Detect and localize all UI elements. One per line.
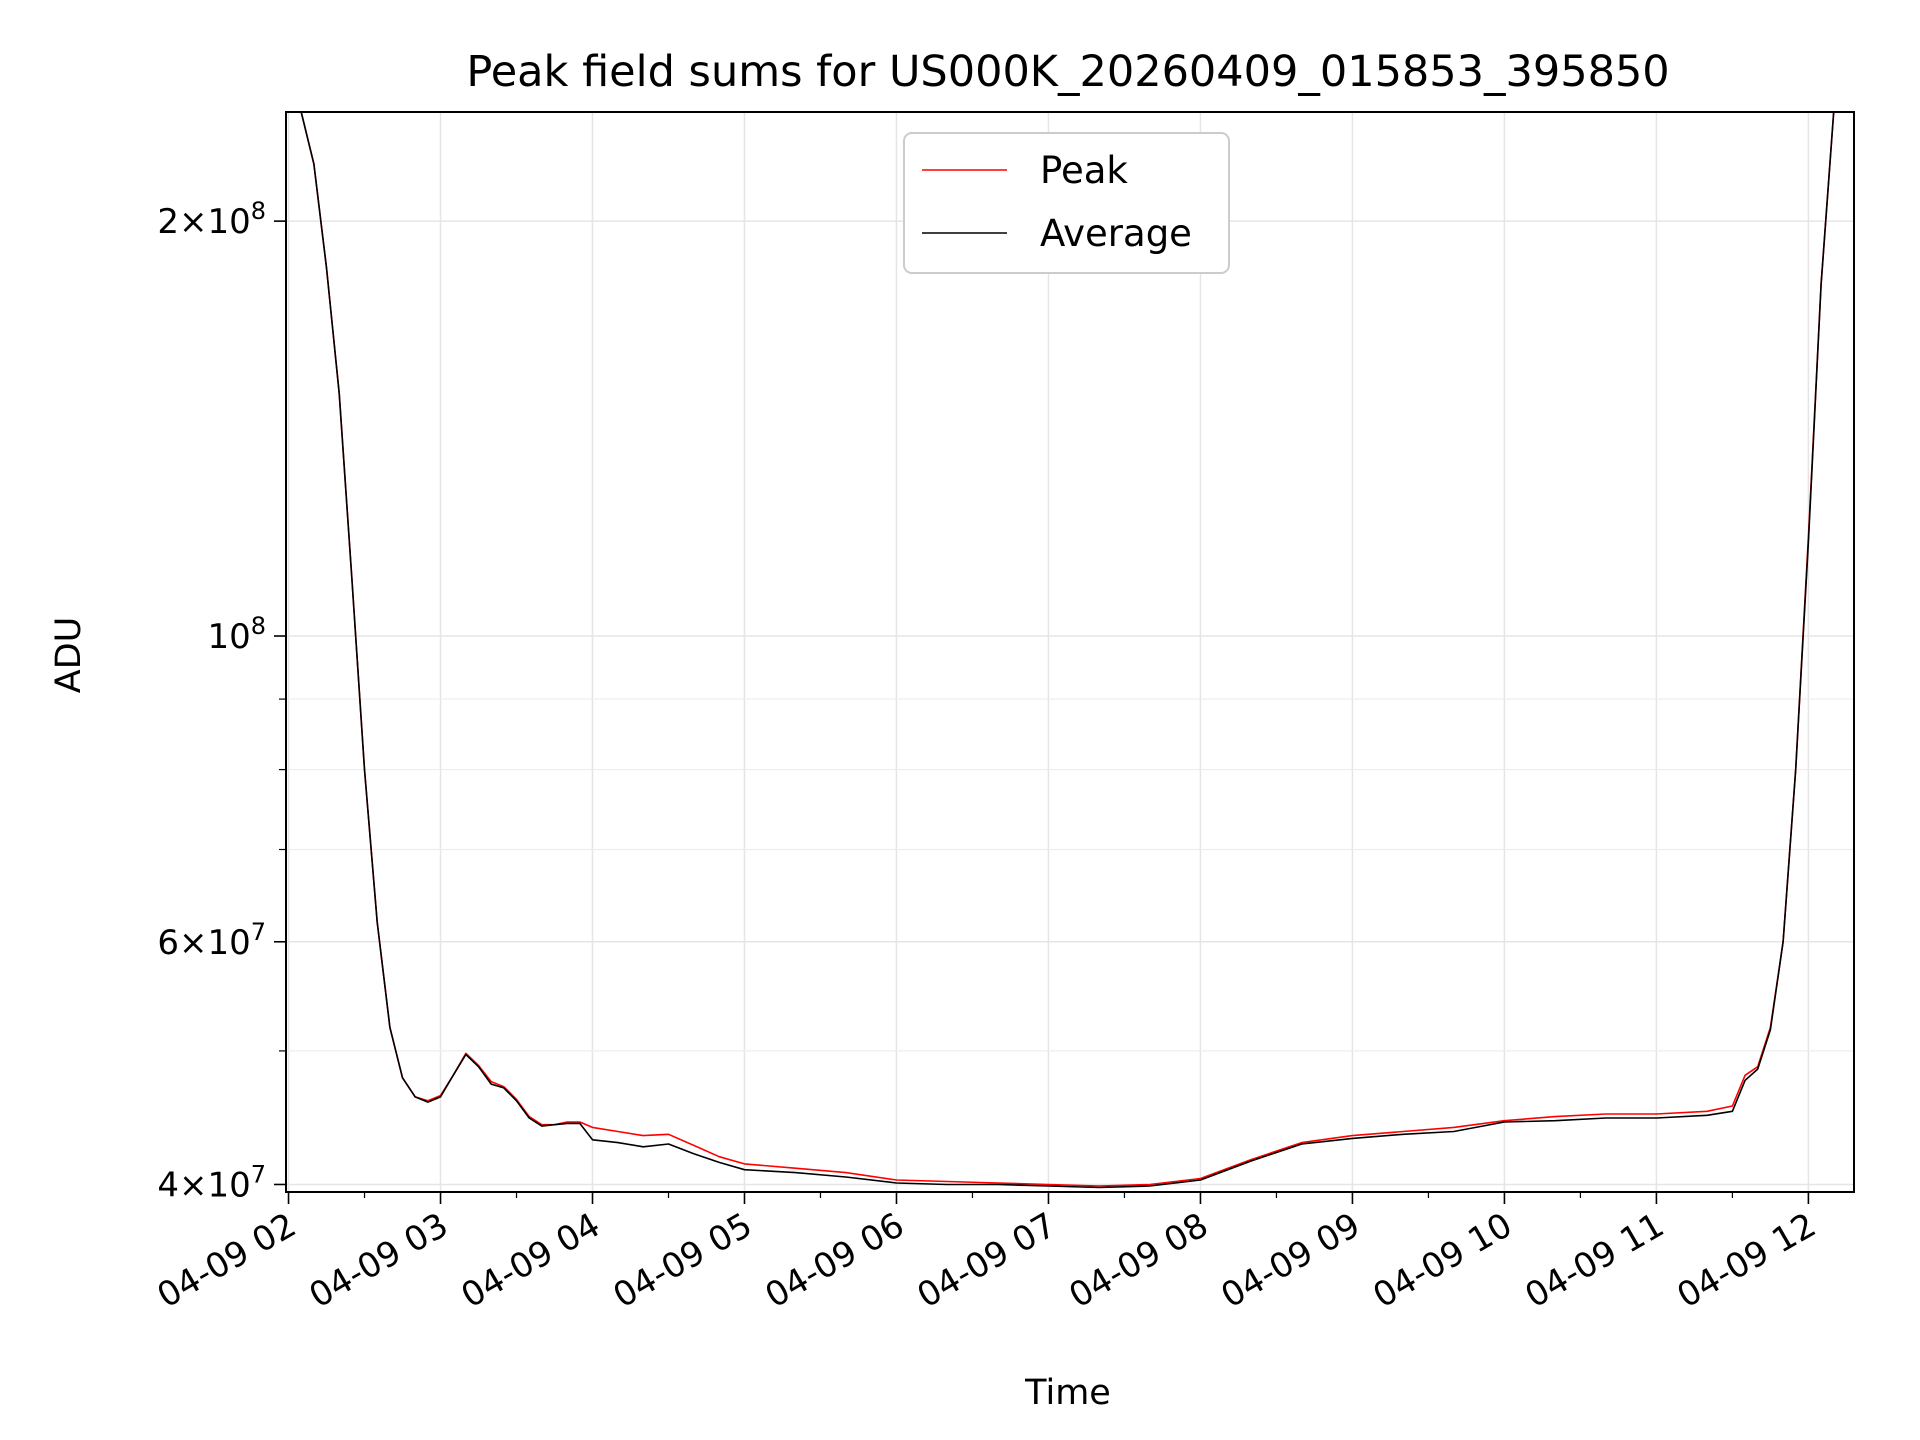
- y-tick-label: 4×107: [157, 1160, 266, 1205]
- series-line-average: [288, 112, 1835, 1189]
- x-axis-label: Time: [1024, 1373, 1111, 1413]
- legend-box: [903, 132, 1230, 274]
- chart-title: Peak field sums for US000K_20260409_0158…: [466, 47, 1669, 97]
- legend-label-peak: Peak: [1040, 149, 1128, 192]
- y-axis: 4×107 6×107 108 2×108: [157, 197, 286, 1205]
- plot-frame: [285, 111, 1855, 1193]
- y-tick-label: 6×107: [157, 918, 266, 963]
- plot-lines: [288, 112, 1835, 1189]
- legend: Peak Average: [903, 132, 1230, 274]
- y-tick-label: 108: [207, 612, 266, 657]
- legend-label-average: Average: [1040, 212, 1192, 255]
- y-axis-label: ADU: [49, 617, 89, 694]
- y-tick-label: 2×108: [157, 197, 266, 242]
